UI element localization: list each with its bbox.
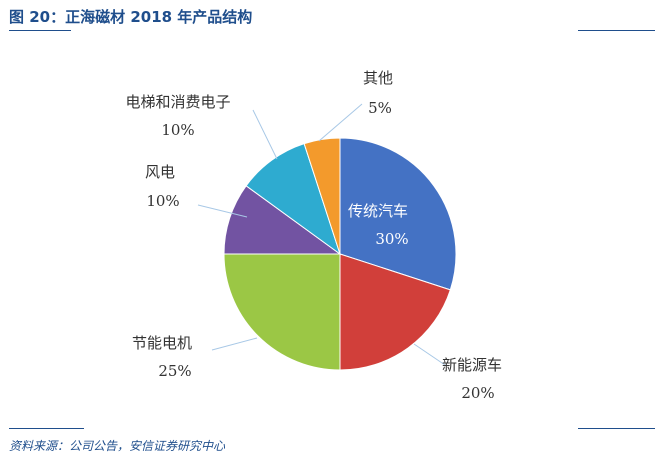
- figure-title: 图 20：正海磁材 2018 年产品结构: [9, 8, 253, 26]
- slice-label-1: 传统汽车: [348, 202, 408, 220]
- slice-value-4: 10%: [146, 192, 179, 210]
- pie-slices: [223, 137, 457, 371]
- title-rule-left: [9, 30, 71, 31]
- slice-value-5: 10%: [161, 121, 194, 139]
- leader-lines: [197, 103, 446, 366]
- slice-label-5: 电梯和消费电子: [125, 93, 230, 111]
- slice-value-1: 30%: [375, 230, 408, 248]
- pie-slice-3: [223, 253, 341, 371]
- pie-slice-5: [245, 143, 341, 256]
- slice-value-3: 25%: [158, 362, 191, 380]
- pie-slice-4: [223, 185, 342, 255]
- slice-label-6: 其他: [363, 69, 393, 87]
- source-rule-right: [578, 428, 655, 429]
- leader-line-2: [413, 343, 446, 366]
- title-rule-right: [578, 30, 655, 31]
- slice-labels: 传统汽车 30% 新能源车 20% 节能电机 25% 风电 10% 电梯和消费电子 10% 其他 5%: [125, 69, 502, 402]
- leader-line-6: [318, 103, 363, 142]
- pie-slice-1: [339, 137, 457, 291]
- pie-slice-6: [303, 137, 341, 255]
- leader-line-5: [252, 109, 278, 160]
- pie-slice-2: [339, 253, 451, 371]
- slice-label-3: 节能电机: [132, 334, 192, 352]
- slice-label-2: 新能源车: [442, 356, 502, 374]
- source-rule-left: [9, 428, 84, 429]
- source-note: 资料来源：公司公告，安信证券研究中心: [9, 439, 226, 453]
- leader-line-3: [211, 337, 258, 351]
- slice-value-2: 20%: [461, 384, 494, 402]
- leader-line-4: [197, 204, 248, 218]
- slice-value-6: 5%: [368, 99, 392, 117]
- slice-label-4: 风电: [145, 163, 175, 181]
